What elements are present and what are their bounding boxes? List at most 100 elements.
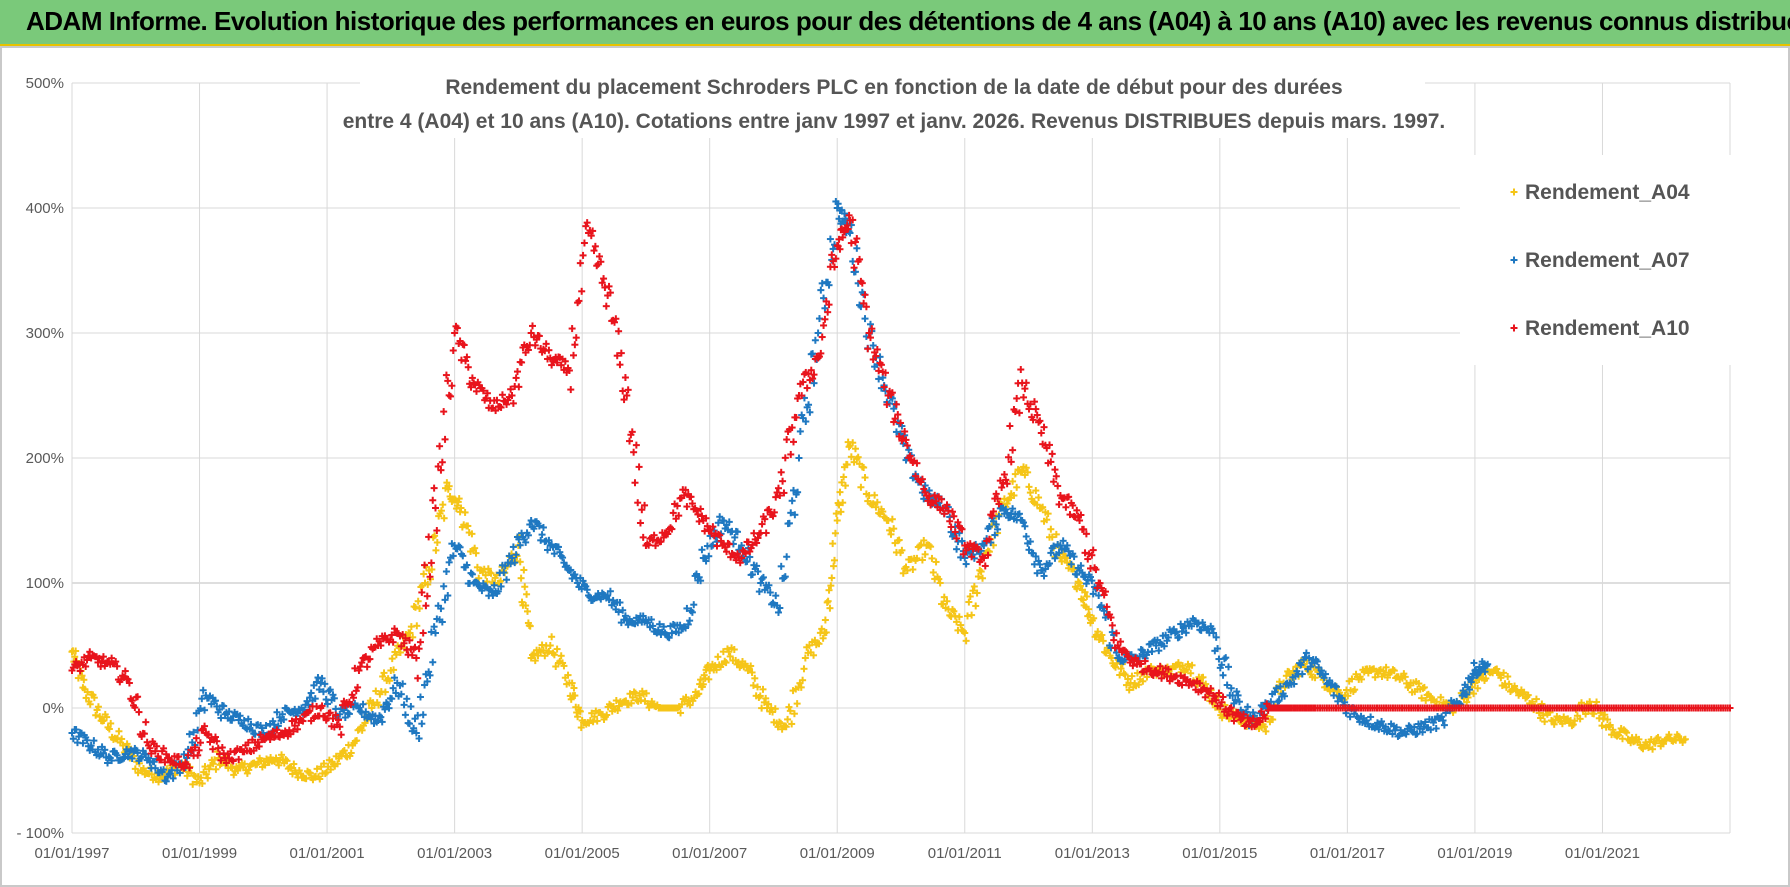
data-point bbox=[189, 780, 197, 788]
data-point bbox=[363, 663, 371, 671]
data-point bbox=[471, 544, 479, 552]
data-point bbox=[632, 441, 640, 449]
data-point bbox=[1470, 690, 1478, 698]
data-point bbox=[781, 722, 789, 730]
data-point bbox=[171, 771, 179, 779]
data-point bbox=[354, 683, 362, 691]
data-point bbox=[218, 743, 226, 751]
data-point bbox=[1014, 379, 1022, 387]
data-point bbox=[682, 693, 690, 701]
data-point bbox=[316, 775, 324, 783]
data-point bbox=[1025, 405, 1033, 413]
data-point bbox=[467, 569, 475, 577]
data-point bbox=[1013, 394, 1021, 402]
data-point bbox=[445, 482, 453, 490]
data-point bbox=[800, 665, 808, 673]
x-tick-label: 01/01/2001 bbox=[290, 845, 365, 862]
data-point bbox=[464, 363, 472, 371]
data-point bbox=[777, 468, 785, 476]
data-point bbox=[441, 435, 449, 443]
data-point bbox=[522, 602, 530, 610]
data-point bbox=[631, 479, 639, 487]
data-point bbox=[325, 687, 333, 695]
data-point bbox=[548, 633, 556, 641]
x-tick-label: 01/01/2021 bbox=[1565, 845, 1640, 862]
data-point bbox=[1015, 510, 1023, 518]
data-point bbox=[799, 676, 807, 684]
data-point bbox=[1367, 713, 1375, 721]
series-Rendement_A07 bbox=[68, 197, 1492, 785]
data-point bbox=[538, 531, 546, 539]
data-point bbox=[198, 780, 206, 788]
data-point bbox=[275, 761, 283, 769]
data-point bbox=[642, 689, 650, 697]
data-point bbox=[194, 751, 202, 759]
data-point bbox=[542, 642, 550, 650]
data-point bbox=[851, 238, 859, 246]
data-point bbox=[1219, 693, 1227, 701]
data-point bbox=[796, 427, 804, 435]
data-point bbox=[582, 222, 590, 230]
data-point bbox=[730, 646, 738, 654]
data-point bbox=[204, 774, 212, 782]
data-point bbox=[337, 731, 345, 739]
data-point bbox=[624, 386, 632, 394]
data-point bbox=[287, 764, 295, 772]
chart-frame bbox=[0, 46, 1790, 887]
data-point bbox=[201, 763, 209, 771]
banner-title: ADAM Informe. Evolution historique des p… bbox=[26, 6, 1790, 36]
x-tick-label: 01/01/2003 bbox=[417, 845, 492, 862]
data-point bbox=[888, 515, 896, 523]
data-point bbox=[821, 315, 829, 323]
data-point bbox=[447, 392, 455, 400]
data-point bbox=[1000, 470, 1008, 478]
data-point bbox=[1084, 555, 1092, 563]
data-point bbox=[1073, 506, 1081, 514]
data-point bbox=[440, 408, 448, 416]
data-point bbox=[723, 645, 731, 653]
data-point bbox=[1035, 494, 1043, 502]
data-point bbox=[616, 361, 624, 369]
data-point bbox=[636, 692, 644, 699]
data-point bbox=[205, 765, 213, 773]
data-point bbox=[94, 703, 102, 711]
data-point bbox=[403, 695, 411, 703]
data-point bbox=[634, 499, 642, 507]
data-point bbox=[115, 727, 123, 735]
data-point bbox=[520, 566, 528, 574]
data-point bbox=[440, 582, 448, 590]
data-point bbox=[1219, 671, 1227, 679]
y-tick-label: 0% bbox=[42, 700, 64, 717]
data-point bbox=[861, 474, 869, 482]
data-point bbox=[430, 484, 438, 492]
data-point bbox=[818, 279, 826, 287]
data-point bbox=[759, 685, 767, 693]
data-point bbox=[631, 689, 639, 697]
data-point bbox=[482, 571, 490, 579]
data-point bbox=[1020, 393, 1028, 401]
data-point bbox=[976, 566, 984, 574]
data-point bbox=[439, 501, 447, 509]
data-point bbox=[786, 707, 794, 715]
data-point bbox=[790, 438, 798, 446]
data-point bbox=[512, 374, 520, 382]
data-point bbox=[1244, 703, 1252, 711]
data-point bbox=[627, 699, 635, 707]
data-point bbox=[850, 264, 858, 272]
data-point bbox=[950, 512, 958, 520]
data-point bbox=[380, 669, 388, 677]
data-point bbox=[90, 694, 98, 702]
data-point bbox=[615, 327, 623, 335]
data-point bbox=[1220, 655, 1228, 663]
data-point bbox=[1432, 725, 1440, 733]
data-point bbox=[697, 676, 705, 684]
data-point bbox=[422, 602, 430, 610]
data-point bbox=[442, 568, 450, 576]
chart-title-line1: Rendement du placement Schroders PLC en … bbox=[445, 76, 1342, 99]
data-point bbox=[428, 565, 436, 573]
data-point bbox=[358, 726, 366, 734]
data-point bbox=[320, 760, 328, 768]
data-point bbox=[909, 565, 917, 573]
data-point bbox=[92, 711, 100, 719]
top-banner: ADAM Informe. Evolution historique des p… bbox=[0, 0, 1790, 46]
